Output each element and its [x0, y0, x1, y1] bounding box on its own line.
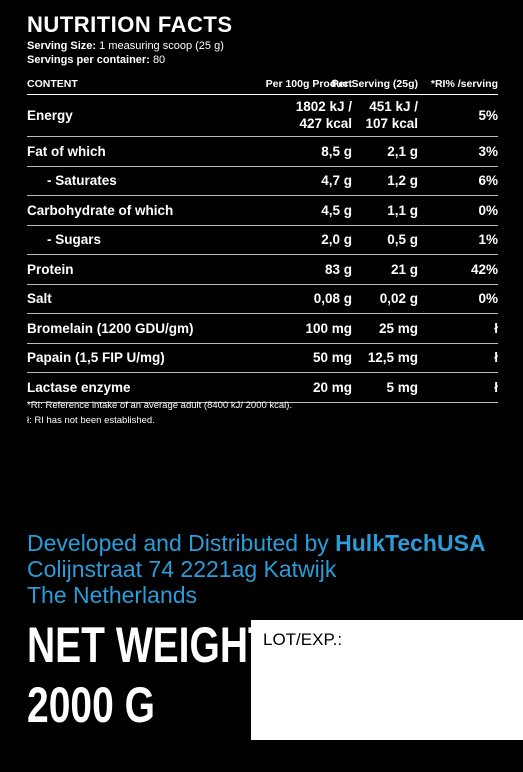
table-cell: ł	[494, 320, 498, 336]
table-row: Lactase enzyme 20 mg 5 mg ł	[27, 373, 498, 403]
table-cell: 12,5 mg	[367, 350, 418, 366]
table-row: - Sugars 2,0 g 0,5 g 1%	[27, 226, 498, 255]
servings: Servings per container: 80	[27, 54, 165, 66]
table-row: Salt 0,08 g 0,02 g 0%	[27, 285, 498, 314]
table-cell: 2,1 g	[387, 143, 418, 159]
table-cell: 4,5 g	[321, 202, 352, 218]
table-cell: - Sugars	[47, 232, 102, 248]
table-cell: 4,7 g	[321, 173, 352, 189]
table-row: Energy 1802 kJ / 427 kcal 451 kJ / 107 kcal 5…	[27, 95, 498, 137]
table-row: Protein 83 g 21 g 42%	[27, 255, 498, 285]
servings-label: Servings per container:	[27, 54, 150, 66]
serving-size-value: 1 measuring scoop (25 g)	[99, 40, 224, 52]
title: NUTRITION FACTS	[27, 12, 233, 37]
footnote: ł: RI has not been established.	[27, 415, 155, 426]
table-cell: 25 mg	[378, 320, 418, 336]
lot-exp: LOT/EXP.:	[263, 630, 343, 649]
footnote: *RI: Reference intake of an average adul…	[27, 400, 293, 411]
table-cell: 0,5 g	[387, 232, 418, 248]
table-cell: ł	[494, 379, 498, 395]
header-cell: Per 100g Product	[265, 78, 352, 90]
table-row: Fat of which 8,5 g 2,1 g 3%	[27, 137, 498, 167]
table-cell: 1802 kJ / 427 kcal	[296, 98, 352, 132]
distributor-prefix: Developed and Distributed by	[27, 530, 329, 556]
table-cell: 83 g	[324, 261, 352, 277]
table-cell: 0,02 g	[379, 291, 418, 307]
table-row: - Saturates 4,7 g 1,2 g 6%	[27, 167, 498, 196]
header-cell: Per Serving (25g)	[331, 78, 418, 90]
table-row: Bromelain (1200 GDU/gm) 100 mg 25 mg ł	[27, 314, 498, 344]
table-cell: 3%	[478, 143, 498, 159]
table-cell: 1%	[478, 232, 498, 248]
table-cell: Lactase enzyme	[27, 379, 131, 395]
net-weight: NET WEIGHT: 2000 G	[27, 615, 280, 735]
lot-box: LOT/EXP.:	[251, 620, 523, 740]
nutrition-table: CONTENT Per 100g Product Per Serving (25g)…	[27, 74, 498, 403]
table-cell: 21 g	[390, 261, 418, 277]
table-cell: 5%	[478, 108, 498, 123]
table-cell: - Saturates	[47, 173, 117, 189]
table-cell: Energy	[27, 108, 73, 123]
cell-line: 427 kcal	[299, 116, 352, 131]
table-header: CONTENT Per 100g Product Per Serving (25g)…	[27, 74, 498, 95]
table-cell: 2,0 g	[321, 232, 352, 248]
table-cell: Salt	[27, 291, 52, 307]
address-line: The Netherlands	[27, 582, 198, 608]
table-cell: 0,08 g	[313, 291, 352, 307]
table-cell: 0%	[478, 291, 498, 307]
net-weight-label: NET WEIGHT:	[27, 617, 281, 673]
table-cell: Protein	[27, 261, 74, 277]
table-row: Carbohydrate of which 4,5 g 1,1 g 0%	[27, 196, 498, 226]
table-cell: 8,5 g	[321, 143, 352, 159]
table-cell: 50 mg	[312, 350, 352, 366]
header-cell: *RI% /serving	[430, 78, 498, 90]
table-cell: 451 kJ / 107 kcal	[365, 98, 418, 132]
table-cell: Bromelain (1200 GDU/gm)	[27, 320, 194, 336]
cell-line: 1802 kJ /	[295, 99, 352, 114]
table-row: Papain (1,5 FIP U/mg) 50 mg 12,5 mg ł	[27, 344, 498, 373]
serving-size-label: Serving Size:	[27, 40, 97, 52]
net-weight-value: 2000 G	[27, 677, 155, 733]
servings-value: 80	[152, 54, 166, 66]
table-cell: 20 mg	[312, 379, 352, 395]
cell-line: 451 kJ /	[369, 99, 418, 114]
table-cell: 5 mg	[386, 379, 418, 395]
address-line: Colijnstraat 74 2221ag Katwijk	[27, 556, 337, 582]
table-cell: 1,2 g	[387, 173, 418, 189]
table-cell: 6%	[478, 173, 498, 189]
table-cell: 0%	[478, 202, 498, 218]
table-cell: 42%	[470, 261, 498, 277]
table-cell: 100 mg	[305, 320, 352, 336]
table-cell: Carbohydrate of which	[27, 202, 174, 218]
table-cell: ł	[494, 350, 498, 366]
table-cell: Fat of which	[27, 143, 106, 159]
serving-size: Serving Size: 1 measuring scoop (25 g)	[27, 40, 224, 52]
cell-line: 107 kcal	[365, 116, 418, 131]
table-cell: 1,1 g	[387, 202, 418, 218]
header-cell: CONTENT	[27, 78, 78, 90]
table-cell: Papain (1,5 FIP U/mg)	[27, 350, 165, 366]
distributor-line: Developed and Distributed by HulkTechUSA	[27, 530, 486, 557]
brand: HulkTechUSA	[335, 530, 486, 556]
